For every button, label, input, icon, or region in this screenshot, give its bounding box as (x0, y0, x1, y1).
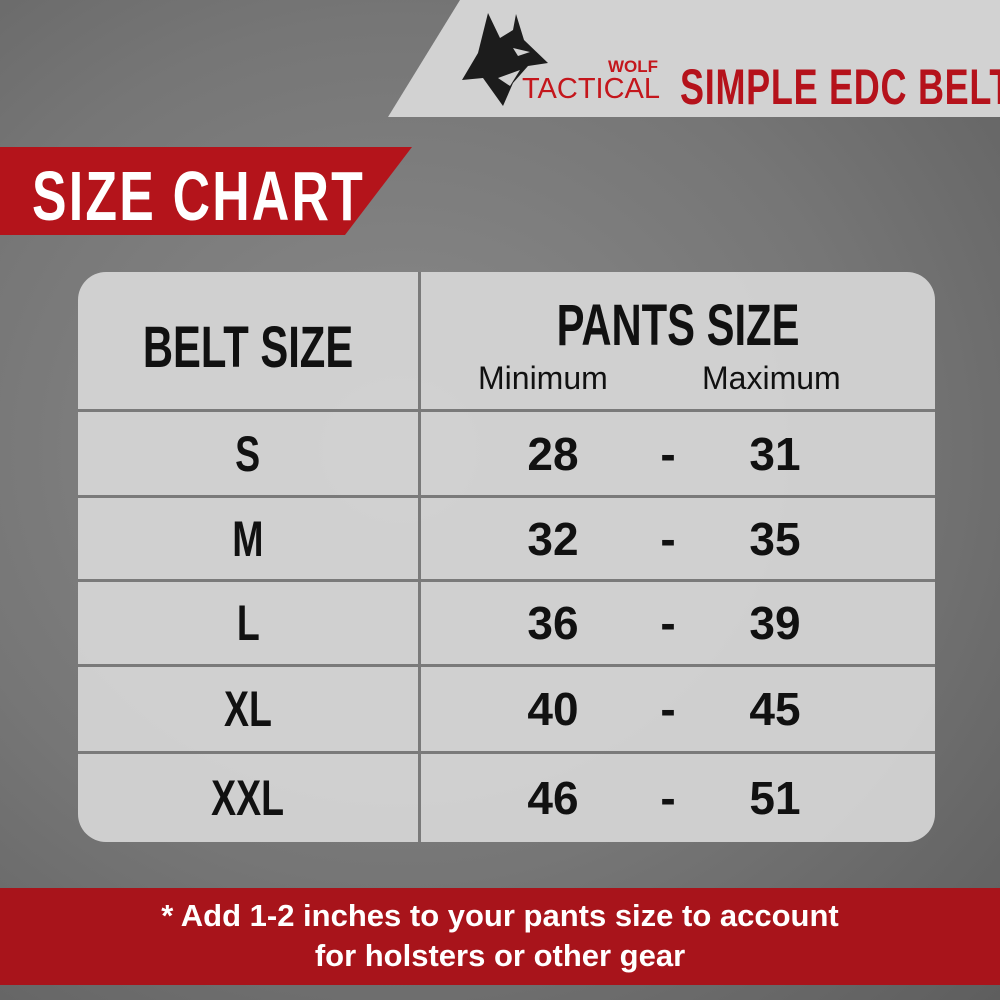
min-pants-size: 40 (527, 683, 579, 735)
row-divider (78, 751, 935, 754)
footer-note-line1: * Add 1-2 inches to your pants size to a… (161, 898, 839, 933)
min-pants-size: 32 (527, 512, 579, 565)
minimum-header: Minimum (478, 360, 608, 396)
row-divider (78, 495, 935, 498)
range-dash: - (660, 772, 676, 824)
table-row: M 32 - 35 (78, 498, 935, 579)
range-dash: - (660, 683, 676, 735)
logo-wolf-text: WOLF (608, 57, 659, 76)
belt-size: M (232, 510, 264, 567)
max-pants-size: 31 (749, 427, 801, 480)
pants-size-header: PANTS SIZE (556, 293, 800, 358)
min-pants-size: 46 (527, 772, 579, 824)
maximum-header: Maximum (702, 360, 841, 396)
min-pants-size: 36 (527, 597, 579, 649)
row-divider (78, 664, 935, 667)
table-row: XXL 46 - 51 (78, 754, 935, 842)
size-chart-title: SIZE CHART (32, 157, 365, 235)
footer-note: * Add 1-2 inches to your pants size to a… (0, 888, 1000, 985)
max-pants-size: 35 (749, 512, 801, 565)
min-pants-size: 28 (527, 427, 579, 480)
footer-note-line2: for holsters or other gear (314, 938, 686, 973)
wolf-head-icon (462, 13, 548, 106)
table-row: XL 40 - 45 (78, 667, 935, 751)
range-dash: - (660, 427, 676, 480)
max-pants-size: 39 (749, 597, 801, 649)
logo-tactical-text: TACTICAL (522, 73, 661, 105)
belt-size: XL (224, 681, 272, 737)
belt-size: XXL (211, 770, 285, 826)
belt-size: S (235, 425, 261, 482)
product-title: SIMPLE EDC BELT (680, 59, 1000, 115)
size-table: BELT SIZE PANTS SIZE Minimum Maximum S 2… (78, 272, 935, 842)
table-row: L 36 - 39 (78, 582, 935, 664)
row-divider (78, 409, 935, 412)
size-chart-banner (0, 147, 412, 235)
brand-logo: WOLF TACTICAL (522, 58, 660, 104)
belt-size-header: BELT SIZE (142, 315, 354, 380)
range-dash: - (660, 512, 676, 565)
row-divider (78, 579, 935, 582)
column-divider (418, 272, 421, 842)
range-dash: - (660, 597, 676, 649)
max-pants-size: 51 (749, 772, 801, 824)
max-pants-size: 45 (749, 683, 801, 735)
table-row: S 28 - 31 (78, 412, 935, 495)
belt-size: L (236, 595, 260, 651)
